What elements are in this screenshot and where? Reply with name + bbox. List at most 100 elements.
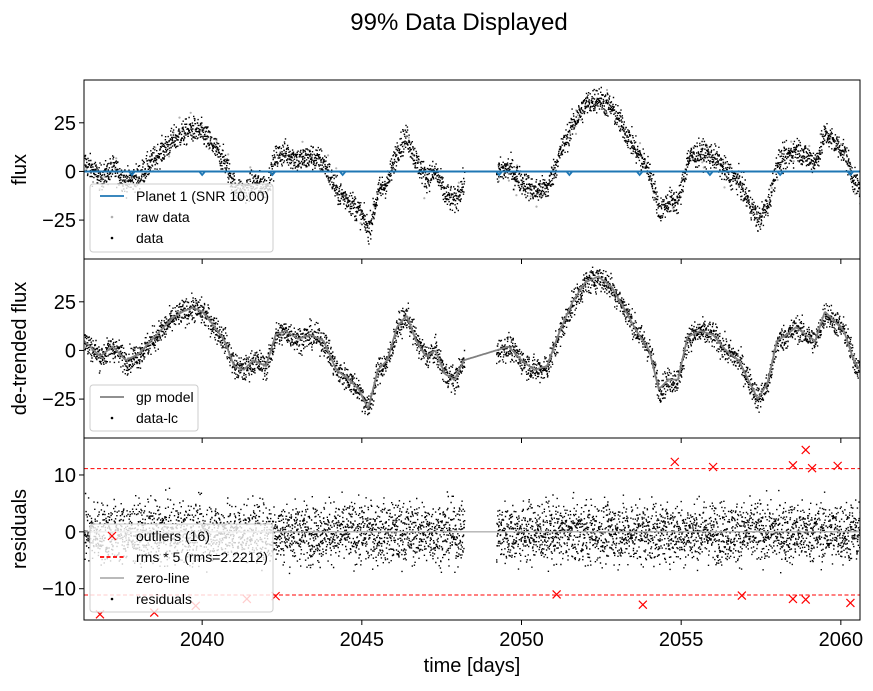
outlier-marker (670, 457, 680, 467)
y-tick-label: −25 (42, 389, 76, 411)
y-tick-label: 0 (65, 340, 76, 362)
legend-entry: rms * 5 (rms=2.2212) (100, 549, 268, 565)
legend: gp model data-lc (89, 384, 199, 432)
raw-data-point (227, 153, 230, 156)
plot-area (84, 266, 860, 416)
raw-data-point (701, 161, 704, 164)
y-tick-label: 0 (65, 161, 76, 183)
transit-dip (706, 170, 714, 177)
x-tick-label: 2055 (659, 629, 704, 651)
outlier-marker (788, 460, 798, 470)
gp-model-line (84, 275, 860, 409)
panel-detrended-flux: −25 0 25 de-trended flux gp model data-lc (9, 258, 861, 443)
y-tick-label: 25 (54, 113, 76, 135)
data-points (84, 266, 860, 416)
legend-frame (89, 183, 274, 253)
raw-data-point (92, 180, 95, 184)
raw-data-point (407, 136, 410, 139)
raw-data-point (327, 154, 330, 157)
raw-data-point (215, 139, 218, 142)
x-tick-label: 2050 (499, 629, 544, 651)
raw-data-point (568, 131, 572, 134)
legend-label: gp model (136, 389, 194, 405)
plot-area (84, 86, 860, 245)
legend-entry: outliers (16) (107, 528, 210, 544)
raw-data-point (423, 197, 426, 200)
raw-data-point (535, 205, 538, 208)
outlier-marker (638, 600, 648, 610)
transit-dip (635, 170, 644, 177)
legend-label: outliers (16) (136, 528, 210, 544)
legend-label: rms * 5 (rms=2.2212) (136, 549, 268, 565)
raw-data-point (249, 166, 252, 169)
raw-data-point (638, 142, 642, 145)
raw-data-point (168, 155, 171, 158)
x-tick-label: 2040 (180, 629, 225, 651)
raw-data-point (574, 132, 578, 135)
legend-label: Planet 1 (SNR 10.00) (136, 188, 269, 204)
raw-data-point (335, 167, 338, 170)
legend-label: zero-line (136, 570, 190, 586)
legend-frame (89, 523, 274, 613)
legend: Planet 1 (SNR 10.00) raw data data (89, 183, 274, 253)
raw-data-point (790, 140, 793, 143)
legend-label: raw data (136, 209, 190, 225)
raw-data-point (770, 186, 773, 190)
legend-entry: raw data (110, 209, 190, 225)
raw-data-point (189, 111, 192, 114)
legend-label: data (136, 230, 163, 246)
legend-entry: residuals (110, 591, 192, 607)
legend-entry: gp model (100, 389, 194, 405)
y-axis-label: residuals (9, 489, 31, 569)
legend-key (107, 531, 117, 541)
raw-data-point (515, 194, 518, 197)
panel-flux: −25 0 25 flux Planet 1 (SNR 10.00) raw data da… (9, 79, 861, 264)
raw-data-point (178, 116, 181, 119)
raw-data-point (576, 114, 579, 117)
raw-data-point (403, 144, 406, 147)
raw-data-point (200, 124, 203, 127)
y-axis-label: flux (9, 154, 31, 185)
transit-dip (128, 170, 136, 177)
raw-data-point (702, 166, 705, 169)
legend: outliers (16) rms * 5 (rms=2.2212) zero-li… (89, 523, 274, 613)
panel-residuals: −10 0 10 residuals 2040 2045 2050 2055 2060 time … (9, 437, 863, 677)
raw-data-point (539, 191, 542, 194)
outlier-marker (807, 463, 817, 473)
raw-data-point (808, 144, 811, 148)
figure-title: 99% Data Displayed (350, 9, 567, 36)
raw-data-point (103, 175, 106, 178)
raw-data-point (854, 192, 857, 196)
x-tick-label: 2045 (340, 629, 385, 651)
legend-key (110, 215, 114, 219)
raw-data-point (359, 222, 362, 225)
outlier-marker (833, 461, 843, 471)
axes-frame (83, 437, 861, 621)
legend-entry: data (110, 230, 163, 246)
residual-points (84, 487, 860, 578)
legend-entry: Planet 1 (SNR 10.00) (100, 188, 269, 204)
transit-dip (846, 170, 855, 177)
axes-frame (83, 258, 861, 439)
y-tick-label: 25 (54, 292, 76, 314)
outlier-marker (737, 591, 747, 600)
outlier-marker (708, 462, 718, 472)
legend-entry: zero-line (100, 570, 190, 586)
raw-data-point (115, 157, 118, 160)
transit-dip (776, 170, 784, 177)
raw-data-point (577, 116, 580, 120)
outlier-marker (845, 598, 855, 608)
y-tick-label: −10 (42, 579, 76, 601)
legend-entry: data-lc (110, 410, 178, 426)
raw-data-point (507, 179, 510, 182)
outlier-marker (801, 445, 811, 455)
raw-data-point (457, 181, 460, 184)
raw-data-point (279, 150, 282, 153)
transit-dip (338, 170, 347, 177)
transit-dip (565, 170, 574, 177)
outlier-marker (788, 594, 798, 604)
y-tick-label: 10 (54, 465, 76, 487)
legend-key (110, 597, 114, 601)
legend-key (110, 416, 114, 420)
